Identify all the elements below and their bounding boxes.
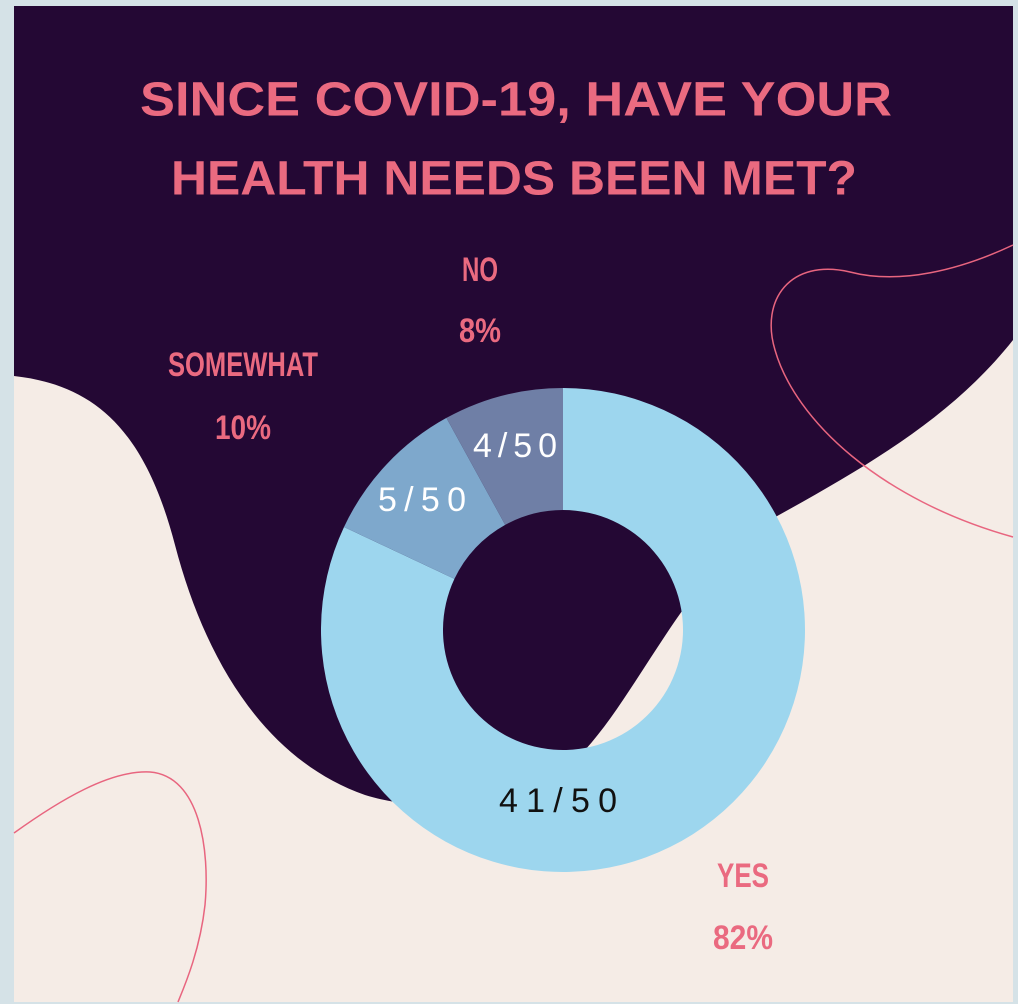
value-label: 8% [459, 312, 501, 350]
category-label: YES [717, 857, 769, 895]
title-line: HEALTH NEEDS BEEN MET? [171, 153, 857, 206]
decor-curve [13, 771, 207, 1003]
slice-label: 41/50 [499, 782, 617, 820]
donut-slice [344, 417, 506, 579]
donut-chart: 41/50 YES 82% 5/50 SOMEWHAT 10% 4/50 NO 8% [168, 251, 806, 957]
value-label: 10% [215, 409, 271, 447]
slice-label: 5/50 [378, 481, 466, 519]
value-label: 82% [713, 919, 773, 957]
decor-curve [770, 244, 1014, 538]
category-label: SOMEWHAT [168, 346, 318, 384]
category-label: NO [462, 251, 498, 289]
donut-slice [446, 388, 563, 525]
slice-label: 4/50 [473, 427, 557, 465]
title-line: SINCE COVID-19, HAVE YOUR [140, 74, 892, 127]
donut-slice [321, 388, 806, 872]
